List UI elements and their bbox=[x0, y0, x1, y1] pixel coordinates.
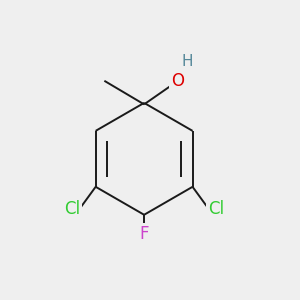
Text: Cl: Cl bbox=[208, 200, 224, 218]
Text: Cl: Cl bbox=[64, 200, 80, 218]
Text: F: F bbox=[140, 225, 149, 243]
Text: H: H bbox=[182, 54, 193, 69]
Text: O: O bbox=[172, 72, 184, 90]
